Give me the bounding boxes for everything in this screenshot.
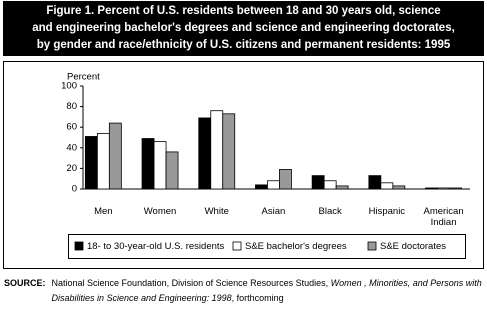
bar (392, 185, 406, 190)
x-tick-label: Women (143, 206, 177, 217)
x-tick-label: White (204, 206, 229, 217)
bar (222, 113, 236, 190)
source: SOURCE: National Science Foundation, Div… (4, 276, 484, 306)
bar (311, 175, 325, 190)
source-label: SOURCE: (4, 278, 46, 288)
source-part: , forthcoming (231, 293, 284, 303)
bar (198, 117, 212, 190)
bar (153, 141, 167, 190)
title-line: by gender and race/ethnicity of U.S. cit… (36, 39, 451, 51)
x-tick-label: Black (318, 206, 342, 217)
bar (84, 136, 98, 190)
source-part: National Science Foundation, Division of… (51, 278, 331, 288)
source-text: National Science Foundation, Division of… (52, 276, 484, 306)
bar (368, 175, 382, 190)
title-line: and engineering bachelor's degrees and s… (32, 22, 455, 34)
y-tick-label: 20 (66, 163, 77, 174)
bar (267, 180, 280, 190)
legend-frame (68, 234, 466, 259)
bar (437, 187, 450, 190)
title-box: Figure 1. Percent of U.S. residents betw… (3, 1, 484, 56)
bar (255, 184, 268, 190)
x-tick-label: Asian (261, 206, 286, 217)
y-tick-label: 80 (66, 101, 77, 112)
bar (210, 110, 224, 190)
title-line: Figure 1. Percent of U.S. residents betw… (46, 5, 441, 17)
legend-swatch (232, 241, 242, 251)
bar (335, 185, 349, 190)
bar (323, 180, 337, 190)
legend-swatch (74, 241, 84, 251)
y-tick-label: 0 (72, 184, 77, 195)
bar (380, 182, 394, 190)
source-part: Women , Minorities, and Persons with Dis… (51, 278, 482, 303)
bar (96, 132, 110, 190)
legend-swatch (367, 241, 377, 251)
legend-label: S&E doctorates (380, 241, 446, 252)
x-tick-label: American Indian (423, 206, 464, 228)
bar (279, 169, 292, 190)
bar (449, 187, 462, 190)
x-tick-label: Men (94, 206, 113, 217)
y-axis-label: Percent (67, 72, 100, 83)
bar (141, 138, 155, 190)
chart-frame (3, 61, 484, 269)
bar (165, 151, 179, 190)
y-tick-label: 40 (66, 142, 77, 153)
y-tick-label: 100 (61, 81, 77, 92)
legend-label: 18- to 30-year-old U.S. residents (87, 241, 225, 252)
x-tick-label: Hispanic (368, 206, 406, 217)
bar (108, 122, 122, 190)
legend-label: S&E bachelor's degrees (245, 241, 347, 252)
bar (425, 187, 438, 190)
y-tick-label: 60 (66, 122, 77, 133)
